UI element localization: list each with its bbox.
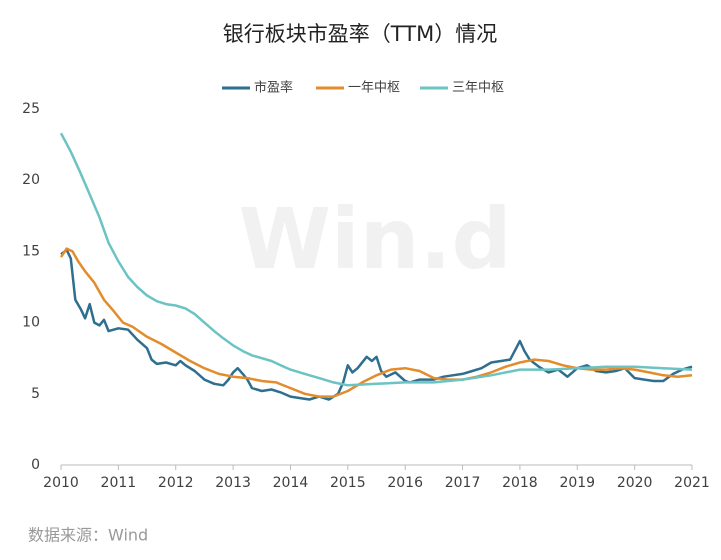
x-tick-label: 2012 bbox=[158, 475, 194, 491]
y-tick-label: 10 bbox=[22, 315, 40, 331]
x-tick-label: 2015 bbox=[330, 475, 366, 491]
watermark: Win.d bbox=[238, 190, 511, 288]
x-tick-label: 2018 bbox=[502, 475, 538, 491]
x-tick-label: 2019 bbox=[559, 475, 595, 491]
y-tick-label: 0 bbox=[31, 457, 40, 473]
x-tick-label: 2021 bbox=[674, 475, 710, 491]
x-tick-label: 2011 bbox=[101, 475, 137, 491]
x-tick-label: 2016 bbox=[387, 475, 423, 491]
legend-label: 一年中枢 bbox=[348, 81, 400, 96]
x-tick-label: 2013 bbox=[215, 475, 251, 491]
x-tick-label: 2017 bbox=[445, 475, 481, 491]
x-tick-label: 2020 bbox=[617, 475, 653, 491]
y-tick-label: 20 bbox=[22, 172, 40, 188]
x-tick-label: 2014 bbox=[273, 475, 309, 491]
x-tick-label: 2010 bbox=[43, 475, 79, 491]
y-tick-label: 5 bbox=[31, 386, 40, 402]
chart-title: 银行板块市盈率（TTM）情况 bbox=[223, 22, 497, 46]
legend-label: 三年中枢 bbox=[452, 81, 504, 96]
legend-label: 市盈率 bbox=[254, 80, 293, 96]
source-note: 数据来源：Wind bbox=[28, 526, 148, 545]
series-line bbox=[59, 132, 693, 387]
series-line bbox=[60, 248, 693, 401]
y-tick-label: 15 bbox=[22, 243, 40, 259]
y-tick-label: 25 bbox=[22, 101, 40, 117]
